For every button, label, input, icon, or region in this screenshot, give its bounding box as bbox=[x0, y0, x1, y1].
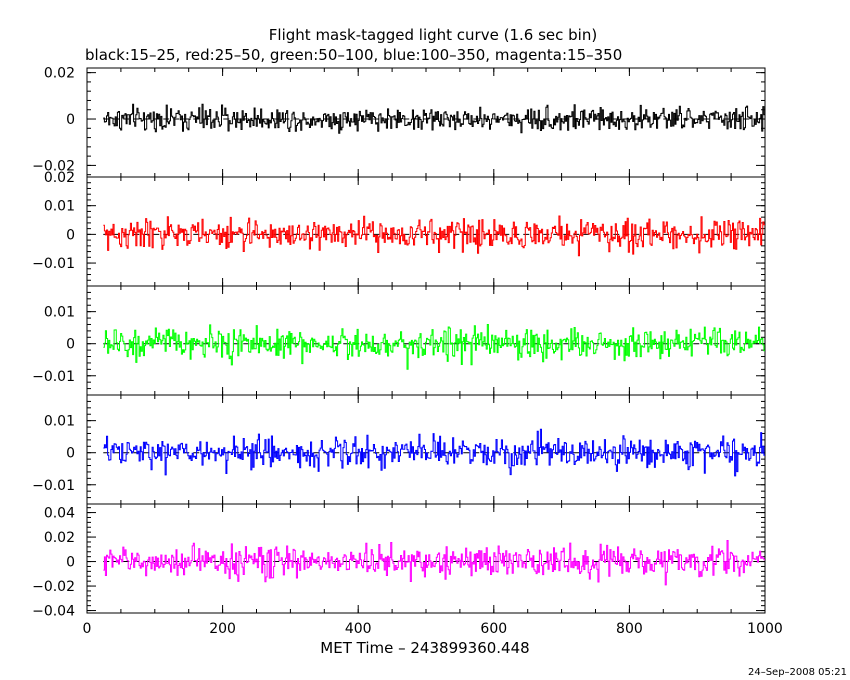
y-tick-label: −0.02 bbox=[32, 158, 75, 174]
panel-2: −0.01 0 0.01 0.02 bbox=[32, 170, 766, 287]
y-tick-label: 0.01 bbox=[44, 199, 75, 215]
y-tick-label: 0 bbox=[66, 112, 75, 128]
chart-title: Flight mask-tagged light curve (1.6 sec … bbox=[269, 26, 597, 44]
y-tick-label: 0.04 bbox=[44, 506, 75, 522]
series-line-3 bbox=[103, 324, 765, 370]
y-tick-label: 0.01 bbox=[44, 414, 75, 430]
y-tick-label: −0.02 bbox=[32, 579, 75, 595]
x-tick-label: 1000 bbox=[747, 621, 783, 637]
panel-1: −0.02 0 0.02 bbox=[32, 66, 766, 178]
series-line-5 bbox=[103, 540, 765, 586]
y-tick-label: −0.04 bbox=[32, 604, 75, 620]
y-tick-label: 0 bbox=[66, 337, 75, 353]
panels-group: −0.02 0 0.02 −0.01 0 0.01 0.02 −0.01 0 0.01 −0.01 0… bbox=[32, 66, 766, 620]
y-tick-label: −0.01 bbox=[32, 478, 75, 494]
timestamp: 24–Sep–2008 05:21 bbox=[748, 667, 847, 678]
x-tick-label: 200 bbox=[209, 621, 236, 637]
series-line-4 bbox=[103, 428, 765, 477]
x-tick-label: 0 bbox=[83, 621, 92, 637]
y-tick-label: 0.02 bbox=[44, 530, 75, 546]
y-tick-label: 0.02 bbox=[44, 66, 75, 82]
y-tick-label: 0 bbox=[66, 555, 75, 571]
series-line-2 bbox=[103, 215, 765, 257]
panel-5: −0.04 −0.02 0 0.02 0.04 bbox=[32, 503, 766, 620]
y-tick-label: −0.01 bbox=[32, 256, 75, 272]
y-tick-label: 0.01 bbox=[44, 305, 75, 321]
x-tick-label: 800 bbox=[616, 621, 643, 637]
x-tick-label: 600 bbox=[480, 621, 507, 637]
chart-subtitle: black:15–25, red:25–50, green:50–100, bl… bbox=[85, 46, 622, 64]
y-tick-label: −0.01 bbox=[32, 369, 75, 385]
x-tick-label: 400 bbox=[345, 621, 372, 637]
x-axis: 0 200 400 600 800 1000 bbox=[83, 621, 783, 637]
y-tick-label: 0.02 bbox=[44, 170, 75, 186]
panel-3: −0.01 0 0.01 bbox=[32, 285, 766, 396]
y-tick-label: 0 bbox=[66, 227, 75, 243]
x-axis-label: MET Time – 243899360.448 bbox=[320, 639, 529, 657]
series-line-1 bbox=[103, 103, 765, 134]
panel-4: −0.01 0 0.01 bbox=[32, 394, 766, 505]
y-tick-label: 0 bbox=[66, 446, 75, 462]
